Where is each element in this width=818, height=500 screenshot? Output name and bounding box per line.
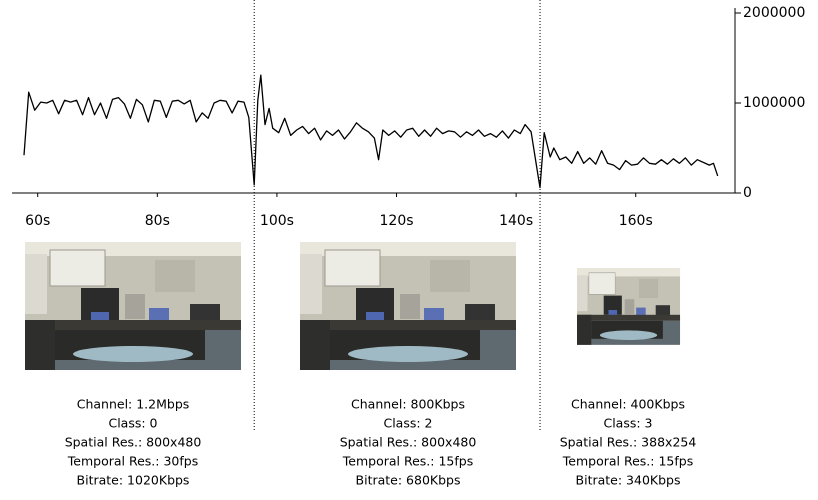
video-frame xyxy=(24,241,242,371)
x-tick-label: 140s xyxy=(499,213,533,229)
caption-line: Temporal Res.: 15fps xyxy=(562,454,693,469)
caption-line: Class: 2 xyxy=(383,416,432,431)
caption-line: Spatial Res.: 388x254 xyxy=(560,435,697,450)
caption-line: Temporal Res.: 15fps xyxy=(342,454,473,469)
x-tick-label: 100s xyxy=(260,213,294,229)
axes xyxy=(12,8,736,194)
caption-line: Class: 0 xyxy=(108,416,157,431)
x-tick-label: 60s xyxy=(25,213,50,229)
caption-line: Spatial Res.: 800x480 xyxy=(340,435,477,450)
x-tick-label: 160s xyxy=(619,213,653,229)
data-line xyxy=(23,74,719,189)
caption-line: Bitrate: 680Kbps xyxy=(356,473,461,488)
x-tick-label: 120s xyxy=(380,213,414,229)
caption-line: Channel: 400Kbps xyxy=(571,397,685,412)
caption-line: Temporal Res.: 30fps xyxy=(67,454,198,469)
video-frame xyxy=(576,267,681,346)
y-tick-label: 0 xyxy=(743,185,752,201)
caption-line: Class: 3 xyxy=(603,416,652,431)
x-tick-label: 80s xyxy=(145,213,170,229)
y-tick-label: 2000000 xyxy=(743,5,805,21)
caption-line: Channel: 1.2Mbps xyxy=(77,397,190,412)
caption-line: Channel: 800Kbps xyxy=(351,397,465,412)
caption-line: Bitrate: 1020Kbps xyxy=(77,473,190,488)
y-tick-label: 1000000 xyxy=(743,95,805,111)
video-frame xyxy=(299,241,517,371)
caption-line: Bitrate: 340Kbps xyxy=(576,473,681,488)
caption-line: Spatial Res.: 800x480 xyxy=(65,435,202,450)
